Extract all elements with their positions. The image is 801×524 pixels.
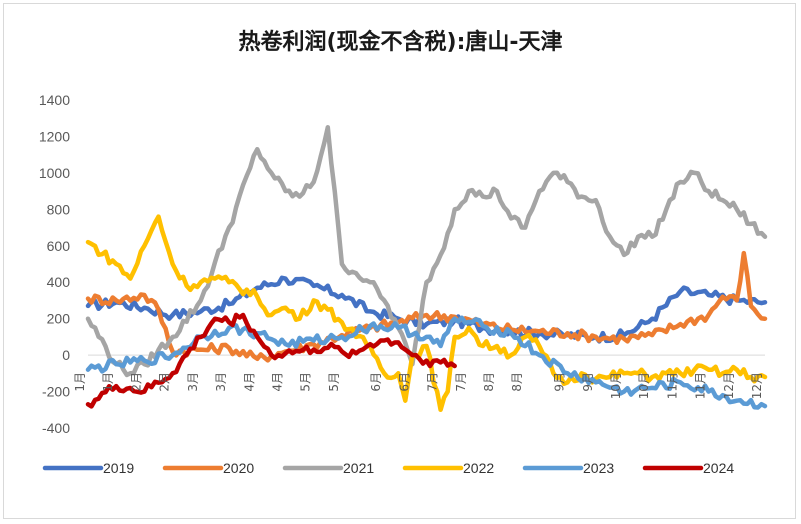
y-tick-label: 400 [47,274,71,290]
x-tick-label: 3月 [214,372,228,392]
series-line-2019 [85,275,768,344]
legend-label-2019: 2019 [103,460,134,476]
series-line-2021 [85,125,768,378]
x-tick-label: 1月 [101,372,115,392]
x-tick-label: 7月 [454,372,468,392]
series-layer [85,125,768,413]
x-axis: 1月 1月 2月 2月 3月 3月 4月 4月 5月 5月 6月 6月 7月 7月 8月 8月 9月 9月 10月 1… [73,372,764,399]
legend-label-2021: 2021 [343,460,374,476]
x-tick-label: 7月 [426,372,440,392]
x-tick-label: 10月 [609,372,623,399]
legend-label-2023: 2023 [583,460,614,476]
y-tick-label: -200 [42,384,70,400]
x-tick-label: 12月 [750,372,764,399]
x-tick-label: 2月 [129,372,143,392]
y-tick-label: 200 [47,311,71,327]
legend: 2019 2020 2021 2022 2023 2024 [42,460,734,476]
series-line-2022 [85,214,768,413]
x-tick-label: 10月 [637,372,651,399]
x-tick-label: 12月 [722,372,736,399]
x-tick-label: 3月 [186,372,200,392]
y-tick-label: -400 [42,420,70,436]
y-tick-label: 800 [47,201,71,217]
y-axis: -400 -200 0 200 400 600 800 1000 1200 1400 [39,92,70,436]
x-tick-label: 1月 [73,372,87,392]
x-tick-label: 6月 [369,372,383,392]
x-tick-label: 5月 [327,372,341,392]
x-tick-label: 4月 [270,372,284,392]
y-tick-label: 1200 [39,128,70,144]
y-tick-label: 1000 [39,165,70,181]
x-tick-label: 9月 [553,372,567,392]
chart-title: 热卷利润(现金不含税):唐山-天津 [238,30,563,55]
y-tick-label: 0 [62,347,70,363]
x-tick-label: 2月 [158,372,172,392]
x-tick-label: 4月 [242,372,256,392]
y-tick-label: 600 [47,238,71,254]
series-line-2024 [85,312,457,409]
legend-label-2022: 2022 [463,460,494,476]
y-tick-label: 1400 [39,92,70,108]
legend-label-2024: 2024 [703,460,734,476]
x-tick-label: 9月 [581,372,595,392]
x-tick-label: 5月 [299,372,313,392]
x-tick-label: 11月 [665,372,679,399]
x-tick-label: 6月 [397,372,411,392]
x-tick-label: 11月 [694,372,708,399]
x-tick-label: 8月 [482,372,496,392]
chart-frame [3,3,796,519]
series-line-2020 [85,250,768,363]
x-tick-label: 8月 [510,372,524,392]
legend-label-2020: 2020 [223,460,254,476]
